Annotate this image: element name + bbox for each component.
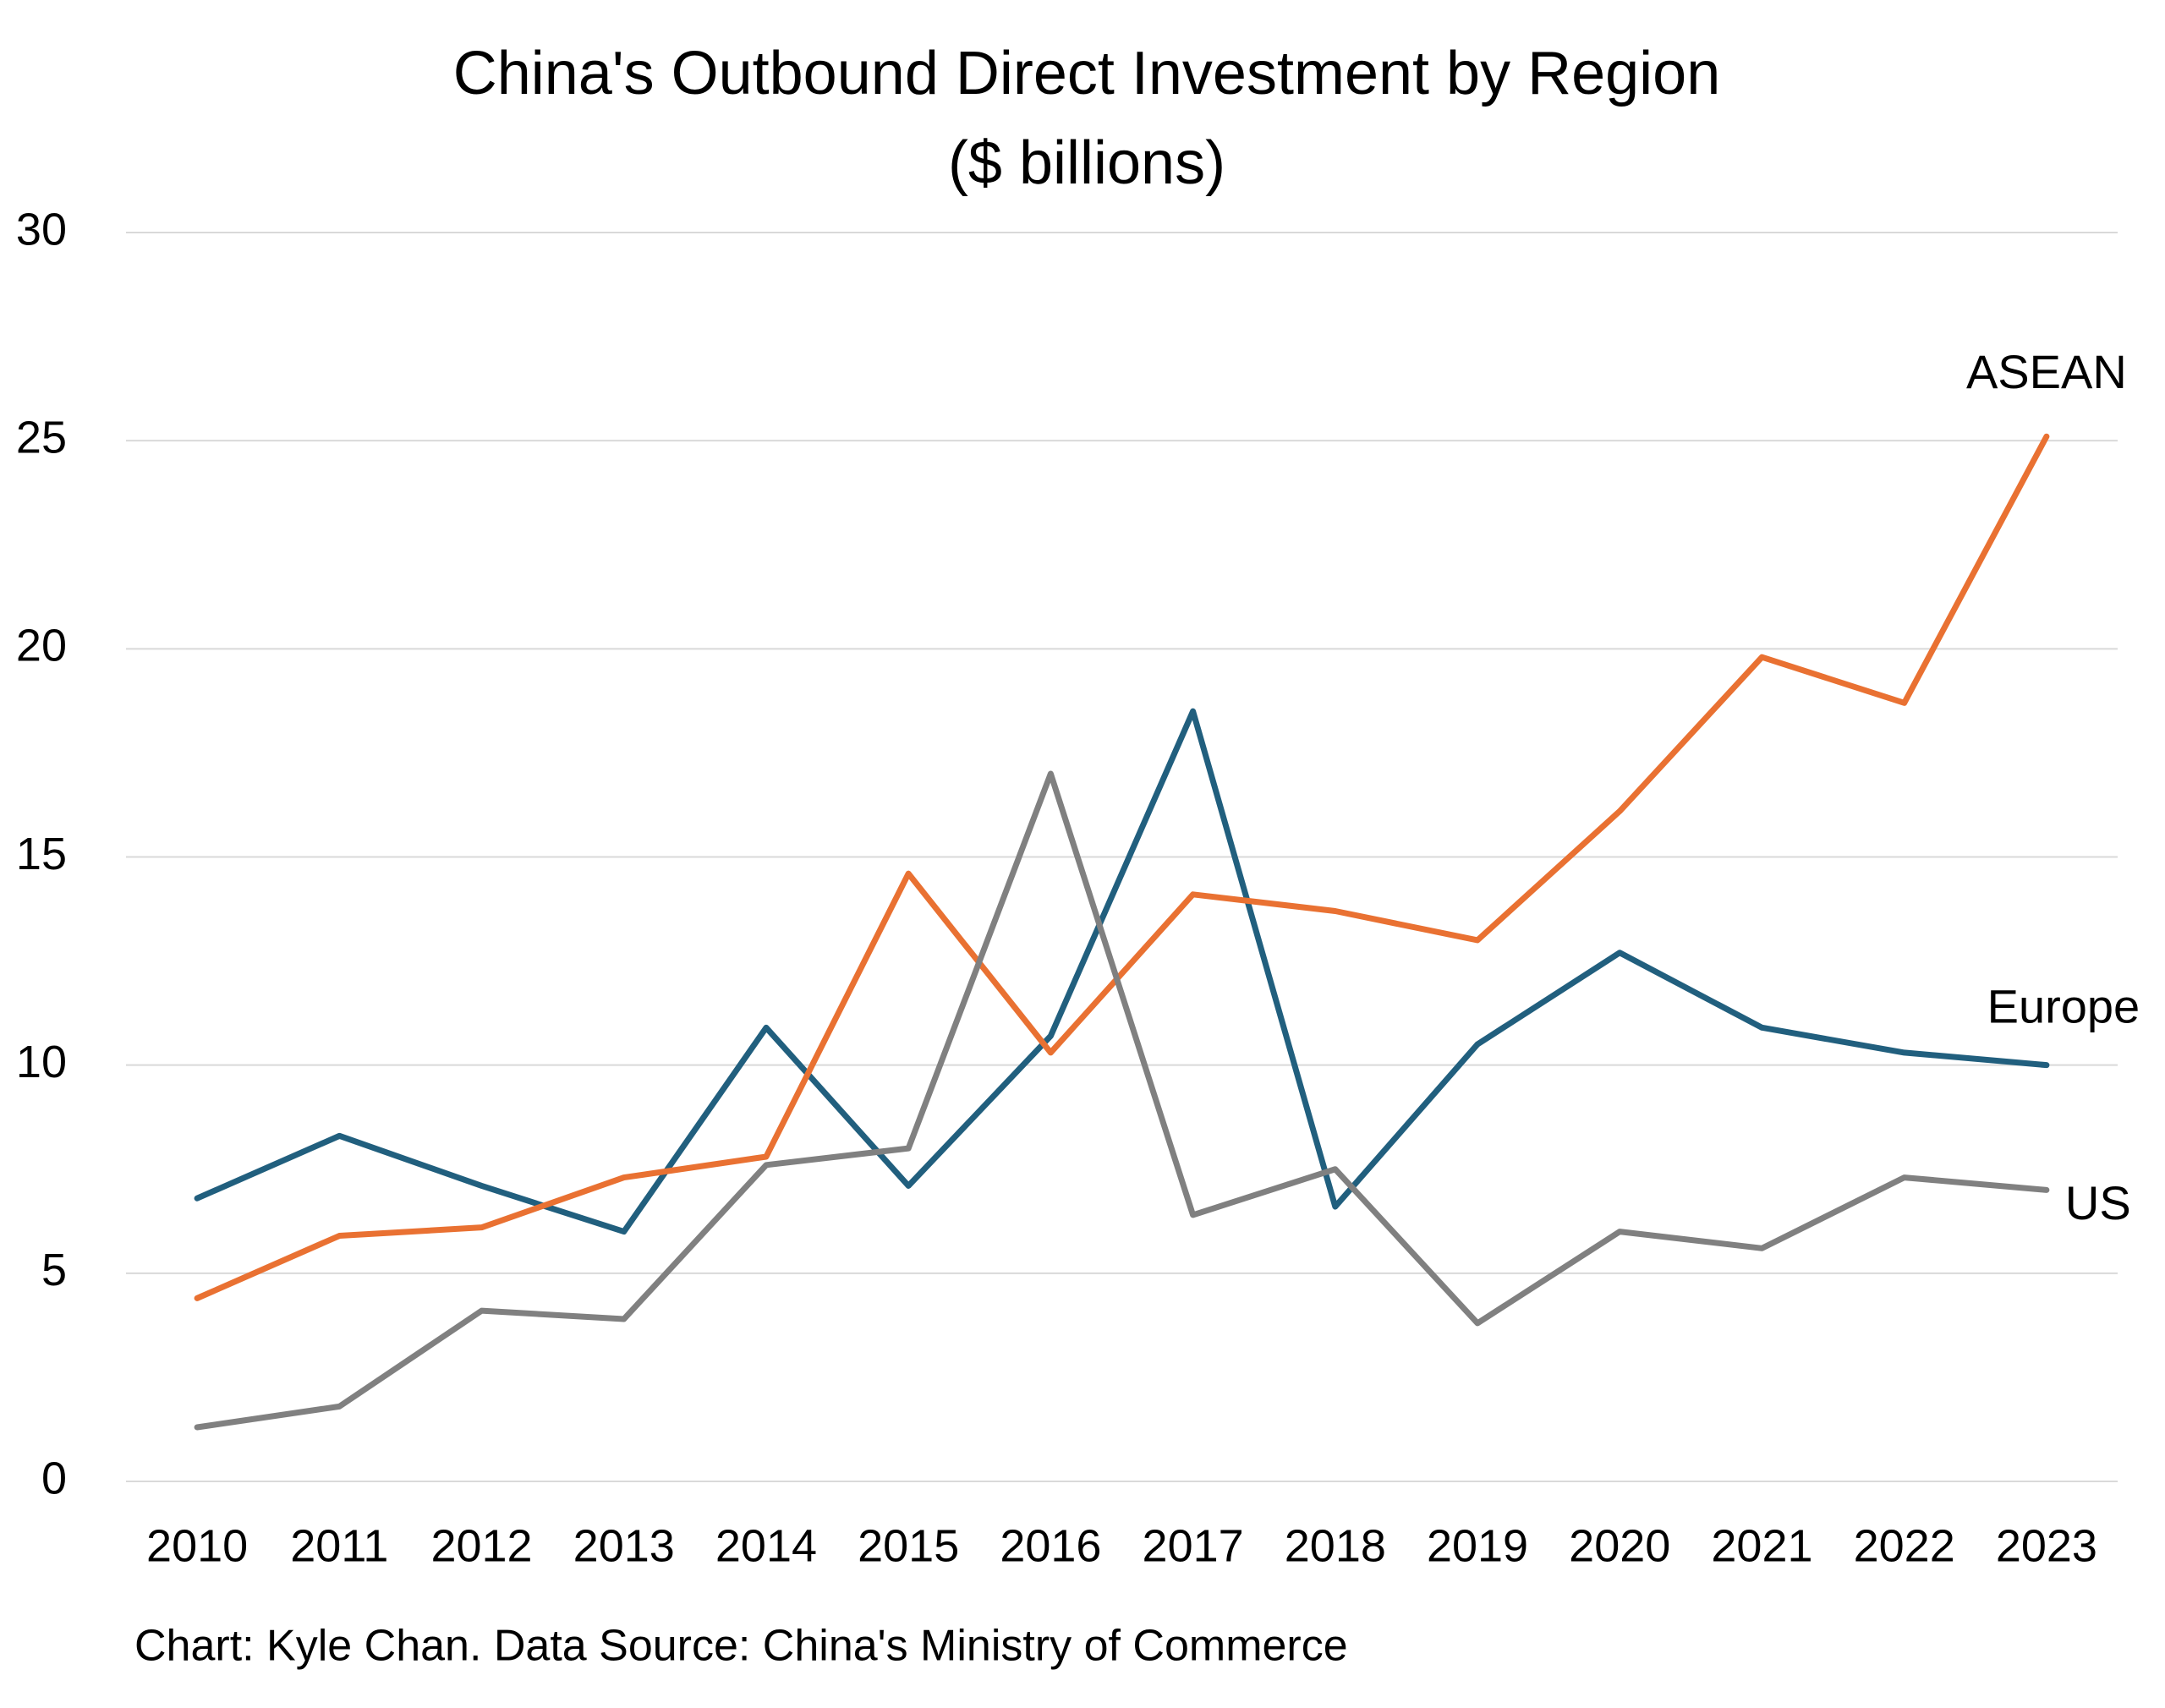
series-label: Europe: [1987, 979, 2140, 1032]
x-tick-label: 2016: [1000, 1520, 1101, 1571]
y-tick-label: 0: [41, 1453, 67, 1503]
series-label: ASEAN: [1966, 345, 2127, 398]
x-tick-label: 2010: [146, 1520, 248, 1571]
y-tick-label: 10: [16, 1037, 67, 1087]
x-tick-label: 2011: [290, 1520, 388, 1571]
x-tick-label: 2017: [1143, 1520, 1244, 1571]
x-tick-label: 2020: [1569, 1520, 1670, 1571]
y-tick-label: 25: [16, 412, 67, 463]
x-tick-label: 2022: [1854, 1520, 1955, 1571]
chart-subtitle: ($ billions): [948, 129, 1225, 197]
source-note: Chart: Kyle Chan. Data Source: China's M…: [134, 1622, 1348, 1671]
x-tick-label: 2018: [1285, 1520, 1386, 1571]
y-tick-label: 20: [16, 621, 67, 671]
x-tick-label: 2012: [430, 1520, 532, 1571]
series-line: [194, 770, 2050, 1431]
y-tick-label: 15: [16, 829, 67, 879]
y-tick-label: 5: [41, 1245, 67, 1295]
x-tick-label: 2023: [1996, 1520, 2097, 1571]
x-tick-label: 2021: [1711, 1520, 1812, 1571]
series-line: [194, 433, 2050, 1301]
x-tick-label: 2013: [573, 1520, 675, 1571]
series-label: US: [2065, 1176, 2131, 1229]
x-tick-label: 2019: [1427, 1520, 1528, 1571]
x-tick-label: 2015: [858, 1520, 959, 1571]
y-tick-label: 30: [16, 204, 67, 255]
chart-title: China's Outbound Direct Investment by Re…: [453, 40, 1721, 107]
x-tick-label: 2014: [715, 1520, 817, 1571]
series-line: [194, 708, 2050, 1235]
